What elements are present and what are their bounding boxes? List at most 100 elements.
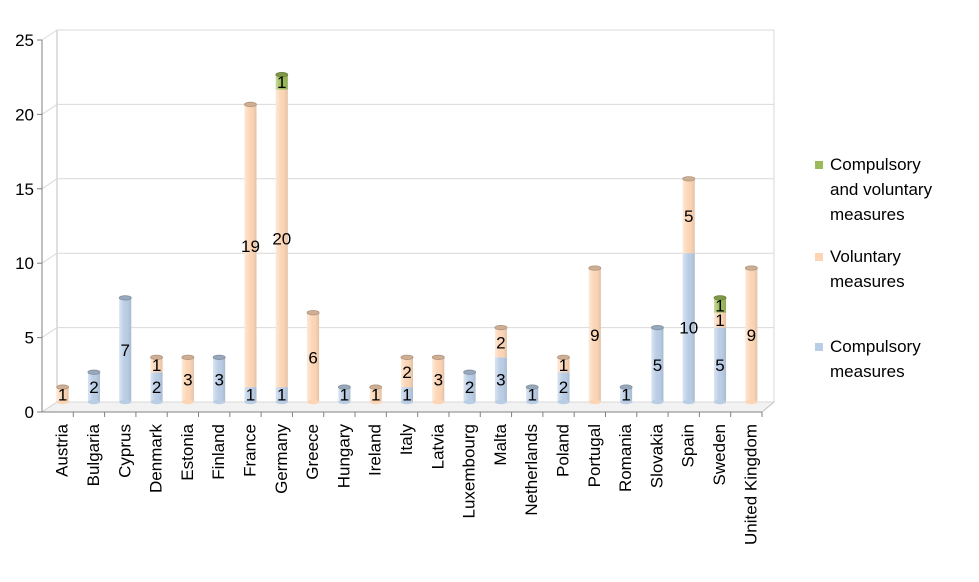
- bar-base-ellipse: [369, 399, 382, 405]
- x-tick-label: Cyprus: [115, 424, 134, 478]
- bar-shading: [150, 372, 163, 402]
- bar-top-ellipse: [588, 265, 602, 271]
- data-label: 2: [465, 378, 474, 397]
- bar-base-ellipse: [714, 399, 727, 405]
- bar-segment: [494, 357, 507, 405]
- bar-segment: [87, 369, 101, 405]
- data-label: 1: [621, 386, 630, 405]
- y-tick-label: 15: [15, 180, 34, 199]
- bar-segment: [463, 369, 477, 405]
- x-tick-label: Bulgaria: [84, 423, 103, 486]
- bar-shading: [494, 327, 507, 358]
- bar-shading: [682, 253, 695, 402]
- bar-base-ellipse: [56, 399, 69, 405]
- axes: [37, 39, 763, 417]
- bar-base-ellipse: [620, 399, 633, 405]
- data-label: 1: [58, 386, 67, 405]
- x-tick-label: Slovakia: [647, 423, 666, 488]
- bar-top-ellipse: [494, 324, 508, 331]
- data-label: 1: [402, 386, 411, 405]
- gridlines: [41, 29, 774, 413]
- bar-top-ellipse: [525, 384, 539, 390]
- y-tick-label: 0: [25, 403, 34, 422]
- bar-base-ellipse: [432, 399, 445, 405]
- legend-swatch: [815, 343, 823, 351]
- y-tick-label: 20: [15, 105, 34, 124]
- bar-shading: [307, 312, 320, 402]
- legend-label-line: and voluntary: [830, 180, 933, 199]
- data-label: 9: [590, 326, 599, 345]
- x-tick-label: United Kingdom: [741, 424, 760, 545]
- bar-shading: [181, 357, 194, 402]
- data-label: 3: [214, 371, 223, 390]
- data-label: 1: [277, 73, 286, 92]
- bar-top-ellipse: [337, 384, 351, 390]
- bar-segment: [588, 265, 602, 405]
- bars: [56, 72, 758, 405]
- bar-base-ellipse: [119, 399, 132, 405]
- data-label: 1: [152, 356, 161, 375]
- bar-shading: [244, 387, 257, 402]
- x-tick-label: Estonia: [178, 423, 197, 480]
- bar-top-ellipse: [212, 354, 226, 360]
- data-label: 6: [308, 348, 317, 367]
- data-label: 1: [559, 356, 568, 375]
- bar-base-ellipse: [588, 399, 601, 405]
- bar-base-ellipse: [213, 399, 226, 405]
- bar-shading: [714, 312, 727, 328]
- data-label: 2: [402, 363, 411, 382]
- bar-base-ellipse: [401, 399, 413, 405]
- data-label: 2: [89, 378, 98, 397]
- x-tick-label: Spain: [679, 424, 698, 467]
- bar-top-ellipse: [150, 354, 163, 360]
- data-label: 20: [272, 229, 291, 248]
- bar-shading: [745, 268, 758, 402]
- bar-segment: [557, 372, 570, 405]
- bar-top-ellipse: [619, 384, 633, 390]
- bar-segment: [744, 265, 758, 405]
- bar-top-ellipse: [181, 354, 195, 360]
- bar-shading: [275, 387, 288, 402]
- bar-segment: [494, 324, 508, 358]
- bar-shading: [651, 327, 664, 402]
- x-tick-label: Germany: [272, 424, 291, 494]
- bar-segment: [337, 384, 351, 405]
- x-tick-label: Poland: [554, 424, 573, 477]
- gridline-depth: [41, 29, 58, 41]
- bar-segment: [369, 384, 383, 405]
- x-tick-label: Hungary: [334, 424, 353, 489]
- x-tick-label: Latvia: [428, 423, 447, 469]
- bar-segment: [275, 89, 288, 388]
- bar-shading: [620, 387, 633, 402]
- bar-top-ellipse: [400, 354, 414, 360]
- bar-base-ellipse: [244, 399, 257, 405]
- bar-top-ellipse: [463, 369, 477, 375]
- bar-top-ellipse: [87, 369, 101, 375]
- bar-shading: [557, 357, 570, 373]
- bar-segment: [56, 384, 70, 405]
- data-label: 3: [496, 371, 505, 390]
- data-label: 1: [340, 386, 349, 405]
- data-label: 5: [684, 207, 693, 226]
- bar-top-ellipse: [744, 265, 758, 271]
- legend-label-line: measures: [830, 362, 905, 381]
- bar-shading: [275, 74, 288, 90]
- legend-item: Compulsory measures: [815, 337, 921, 381]
- bar-shading: [150, 357, 163, 373]
- x-tick-label: Luxembourg: [460, 424, 479, 519]
- legend-label-line: Compulsory: [830, 337, 921, 356]
- bar-top-ellipse: [306, 310, 320, 316]
- gridline-depth: [41, 178, 58, 190]
- bar-shading: [401, 357, 413, 388]
- bar-base-ellipse: [463, 399, 476, 405]
- bar-shading: [275, 89, 288, 388]
- x-axis-tick-labels: Austria Bulgaria Cyprus Denmark Estonia Finla…: [53, 423, 761, 545]
- bar-top-ellipse: [56, 384, 70, 390]
- bar-shading: [369, 387, 382, 402]
- bar-top-ellipse: [713, 295, 727, 301]
- bar-top-ellipse: [244, 101, 257, 108]
- bar-base-ellipse: [150, 399, 163, 405]
- bar-base-ellipse: [557, 399, 570, 405]
